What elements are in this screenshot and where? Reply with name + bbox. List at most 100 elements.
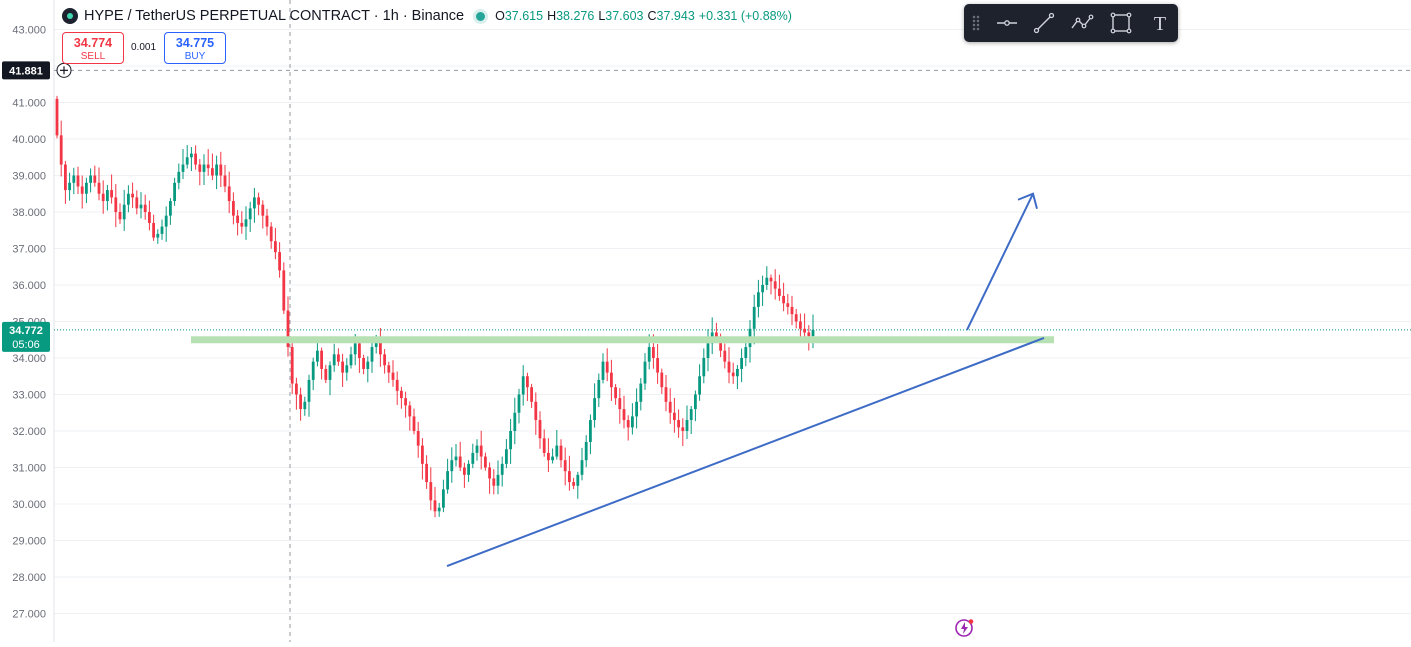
candle-body <box>521 376 525 395</box>
candle-body <box>790 306 794 315</box>
candle-body <box>610 372 613 388</box>
sell-button[interactable]: 34.774 SELL <box>62 32 124 64</box>
candle-body <box>484 456 487 468</box>
y-tick-label: 31.000 <box>12 463 46 475</box>
candle-body <box>631 416 634 428</box>
spread-value: 0.001 <box>131 42 157 53</box>
candle-body <box>517 394 521 413</box>
candle-body <box>412 416 416 431</box>
y-tick-label: 34.000 <box>12 353 46 365</box>
ohlc-open: O37.615 <box>495 9 544 23</box>
candle-body <box>362 358 365 369</box>
horizontal-line-icon[interactable] <box>993 9 1021 37</box>
sell-label: SELL <box>80 51 106 62</box>
candle-body <box>374 339 378 348</box>
rectangle-icon[interactable] <box>1107 9 1135 37</box>
y-tick-label: 37.000 <box>12 244 46 256</box>
candle-body <box>152 222 155 238</box>
candle-body <box>253 197 256 209</box>
symbol-title[interactable]: HYPE / TetherUS PERPETUAL CONTRACT · 1h … <box>84 8 465 24</box>
candle-body <box>580 460 584 475</box>
candle-body <box>370 347 374 362</box>
symbol-logo-icon <box>62 8 78 24</box>
candle-body <box>534 401 538 421</box>
candle-body <box>559 445 563 461</box>
candle-body <box>89 175 92 183</box>
candle-body <box>622 409 626 421</box>
candle-body <box>786 303 790 307</box>
candle-body <box>215 164 218 176</box>
lightning-icon[interactable] <box>955 618 975 638</box>
candle-body <box>316 350 319 362</box>
y-tick-label: 27.000 <box>12 609 46 621</box>
candle-body <box>227 186 231 202</box>
y-tick-label: 29.000 <box>12 536 46 548</box>
y-tick-label: 40.000 <box>12 134 46 146</box>
candle-body <box>576 474 580 486</box>
candle-body <box>93 175 97 183</box>
candle-body <box>433 500 437 512</box>
candle-body <box>799 321 802 329</box>
candle-body <box>106 190 109 202</box>
candle-body <box>639 383 643 402</box>
candle-body <box>261 204 265 216</box>
y-tick-label: 33.000 <box>12 390 46 402</box>
buy-button[interactable]: 34.775 BUY <box>164 32 226 64</box>
candle-body <box>345 365 349 373</box>
candle-body <box>509 431 512 450</box>
projection-arrow <box>966 193 1034 331</box>
candle-body <box>568 471 571 483</box>
candle-body <box>68 182 71 191</box>
candle-body <box>59 135 63 165</box>
candle-body <box>416 431 420 446</box>
candle-body <box>185 157 189 165</box>
candle-body <box>681 427 685 431</box>
y-tick-label: 38.000 <box>12 207 46 219</box>
candle-body <box>127 193 130 205</box>
y-tick-label: 30.000 <box>12 499 46 511</box>
candle-body <box>332 354 336 366</box>
candle-body <box>479 445 483 457</box>
candle-body <box>597 379 601 399</box>
add-alert-icon <box>56 62 72 78</box>
candle-body <box>530 387 533 402</box>
candle-body <box>391 372 395 380</box>
candle-body <box>395 379 399 391</box>
countdown-text: 05:06 <box>12 339 40 351</box>
candle-body <box>240 222 244 227</box>
candle-body <box>475 445 479 453</box>
candle-body <box>803 328 806 333</box>
candle-body <box>135 197 139 209</box>
candle-body <box>467 463 470 475</box>
candle-body <box>387 365 391 373</box>
candle-body <box>731 372 735 377</box>
arrow-head <box>1017 192 1038 210</box>
candle-body <box>379 339 382 355</box>
ohlc-close: C37.943 <box>647 9 695 23</box>
candle-body <box>761 285 764 293</box>
trend-line-icon[interactable] <box>1030 9 1058 37</box>
text-icon[interactable]: T <box>1146 9 1174 37</box>
candle-body <box>257 197 260 205</box>
candle-body <box>538 420 542 439</box>
market-open-icon <box>476 11 486 21</box>
candle-body <box>349 354 353 366</box>
candle-body <box>156 233 160 238</box>
buy-price: 34.775 <box>175 36 215 50</box>
candle-body <box>450 460 454 472</box>
chart-header: HYPE / TetherUS PERPETUAL CONTRACT · 1h … <box>62 5 792 27</box>
y-tick-label: 28.000 <box>12 572 46 584</box>
path-icon[interactable] <box>1068 9 1096 37</box>
candle-body <box>248 208 252 220</box>
drag-handle-icon[interactable] <box>972 15 980 31</box>
candle-body <box>198 164 202 172</box>
candle-body <box>555 445 559 457</box>
candle-body <box>164 215 168 227</box>
candle-body <box>311 361 315 380</box>
ohlc-high: H38.276 <box>547 9 595 23</box>
candle-body <box>76 175 80 187</box>
svg-text:T: T <box>1154 13 1166 35</box>
candle-body <box>278 252 281 271</box>
